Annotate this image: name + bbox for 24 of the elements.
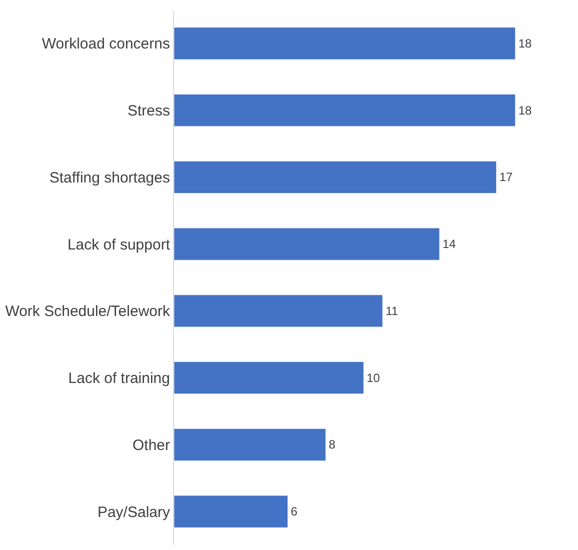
data-label: 18 xyxy=(518,103,532,118)
y-tick-label: Lack of support xyxy=(67,236,171,254)
data-label: 17 xyxy=(499,170,514,184)
bar xyxy=(174,160,497,194)
bar xyxy=(174,228,440,260)
y-tick-label: Stress xyxy=(127,102,170,120)
bar xyxy=(174,362,364,394)
data-label: 14 xyxy=(442,237,456,252)
y-tick-label: Other xyxy=(132,436,170,454)
bar xyxy=(174,294,383,328)
data-label: 6 xyxy=(290,504,298,519)
y-tick-label: Workload concerns xyxy=(42,36,170,53)
bar xyxy=(174,428,326,461)
bar xyxy=(174,495,288,528)
y-tick-label: Lack of training xyxy=(68,370,170,388)
data-label: 10 xyxy=(366,370,380,385)
y-tick-label: Staffing shortages xyxy=(49,169,170,186)
data-label: 18 xyxy=(518,36,532,50)
data-label: 11 xyxy=(386,304,398,318)
bar xyxy=(174,27,516,60)
data-label: 8 xyxy=(328,438,336,452)
y-tick-label: Work Schedule/Telework xyxy=(5,303,170,320)
bar xyxy=(174,94,516,127)
y-tick-label: Pay/Salary xyxy=(97,504,170,521)
